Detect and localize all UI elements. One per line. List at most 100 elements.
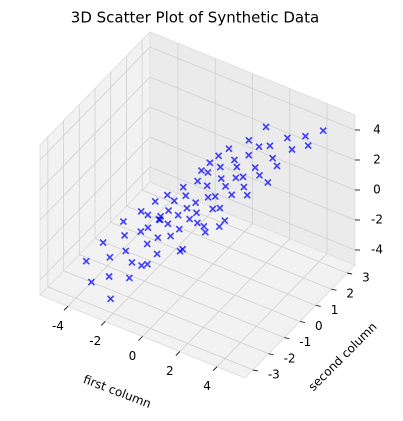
point [264, 178, 272, 187]
grid-line [63, 270, 269, 355]
point [121, 231, 129, 240]
point [232, 174, 240, 182]
point [230, 156, 238, 164]
grid-line [94, 238, 301, 322]
point [105, 272, 113, 281]
point [233, 163, 241, 171]
grid-line [39, 136, 151, 251]
point [221, 216, 229, 225]
point [266, 142, 274, 150]
y-tick [299, 321, 306, 323]
point [273, 162, 281, 170]
x-tick-label: 2 [166, 364, 174, 378]
point [269, 154, 277, 162]
x-tick-label: -2 [89, 334, 101, 348]
point [186, 215, 194, 223]
y-tick-label: 0 [315, 319, 323, 333]
y-tick-label: 2 [346, 287, 354, 301]
grid-line [149, 136, 356, 221]
point [170, 197, 178, 205]
y-tick [347, 272, 353, 275]
point [262, 123, 270, 131]
point [216, 204, 224, 212]
point [221, 182, 230, 190]
point [194, 177, 202, 185]
point [204, 168, 212, 177]
grid-line [79, 254, 285, 339]
point [122, 247, 130, 255]
point [204, 193, 212, 201]
x-tick [138, 336, 143, 341]
point [239, 173, 247, 181]
point [144, 224, 152, 232]
grid-line [39, 76, 151, 191]
point [99, 238, 107, 247]
point [217, 175, 225, 183]
z-tick-label: -4 [371, 243, 383, 257]
point [255, 171, 264, 179]
point [174, 211, 182, 219]
y-tick-label: 3 [362, 271, 370, 285]
x-axis-label: first column [81, 372, 153, 411]
point [183, 204, 191, 212]
grid-line [39, 46, 151, 161]
z-tick-label: 4 [373, 123, 381, 137]
grid-line [149, 76, 356, 161]
point [137, 207, 145, 216]
point [154, 234, 162, 242]
grid-line [149, 46, 356, 131]
point [143, 260, 152, 268]
grid-line [39, 106, 151, 221]
z-tick-label: 2 [373, 153, 381, 167]
point [240, 183, 248, 191]
z-tick-label: -2 [371, 213, 383, 227]
y-tick [252, 369, 258, 372]
point [288, 145, 296, 154]
y-tick-label: -2 [284, 351, 296, 365]
point [283, 134, 291, 142]
point [106, 253, 114, 261]
y-tick-label: 1 [331, 303, 339, 317]
point [301, 132, 310, 140]
point [228, 191, 236, 199]
x-tick [175, 351, 181, 356]
grid-line [110, 221, 316, 306]
point [153, 250, 161, 258]
point [176, 247, 184, 255]
point [225, 145, 233, 153]
z-tick-label: 0 [373, 183, 381, 197]
point [119, 217, 127, 226]
point [211, 192, 219, 201]
point [179, 183, 187, 191]
y-tick-label: -1 [299, 335, 311, 349]
point [245, 136, 253, 144]
y-tick [331, 288, 337, 291]
point [87, 278, 95, 286]
point [215, 223, 223, 231]
x-tick-label: 0 [129, 349, 137, 363]
chart-title: 3D Scatter Plot of Synthetic Data [71, 9, 319, 27]
point [175, 225, 183, 233]
grid-line [149, 166, 356, 251]
point [82, 257, 90, 265]
point [137, 262, 146, 270]
point [193, 219, 201, 227]
x-tick-label: 4 [203, 379, 211, 393]
grid-line [47, 286, 254, 371]
point [216, 163, 224, 171]
point [163, 191, 171, 199]
point [304, 141, 312, 150]
point [164, 220, 172, 228]
point [215, 152, 223, 160]
point [203, 182, 211, 190]
point [251, 164, 259, 172]
point [128, 258, 136, 267]
x-tick [100, 321, 106, 326]
point [143, 240, 151, 248]
point [201, 228, 209, 236]
x-tick [212, 366, 218, 371]
point [200, 222, 208, 230]
point [137, 227, 145, 236]
grid-line [149, 106, 356, 191]
